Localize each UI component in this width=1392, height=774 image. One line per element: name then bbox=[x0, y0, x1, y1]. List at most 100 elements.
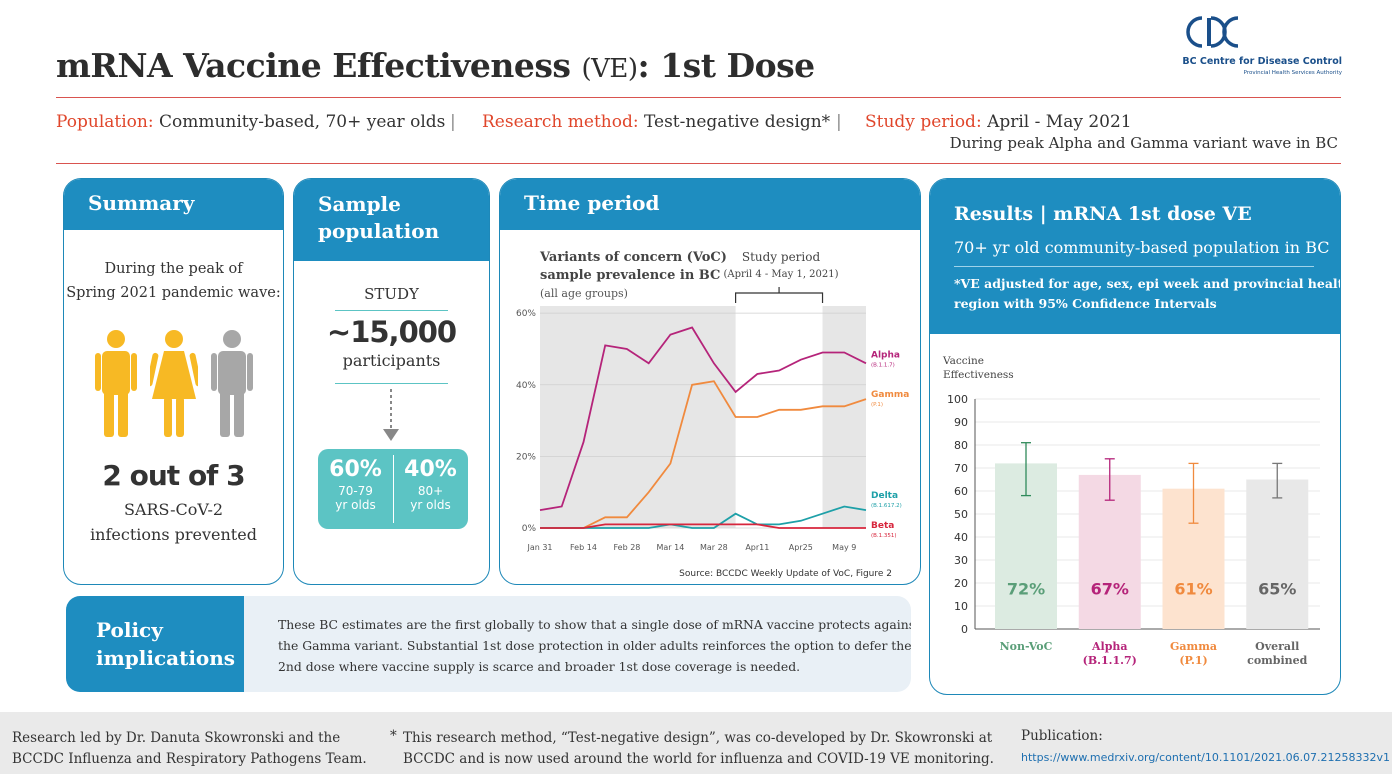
policy-text-line1: These BC estimates are the first globall… bbox=[278, 617, 911, 632]
method-value: Test-negative design* bbox=[644, 112, 831, 132]
results-card: Results | mRNA 1st dose VE 70+ yr old co… bbox=[929, 178, 1341, 695]
footer-note: This research method, “Test-negative des… bbox=[403, 728, 994, 770]
period-key: Study period: bbox=[865, 112, 982, 132]
publication-link[interactable]: https://www.medrxiv.org/content/10.1101/… bbox=[1021, 751, 1391, 764]
method-key: Research method: bbox=[482, 112, 639, 132]
meta-separator: | bbox=[450, 112, 456, 132]
y-tick-label: 10 bbox=[954, 600, 968, 613]
footer-star: * bbox=[390, 728, 397, 744]
results-heading: Results | mRNA 1st dose VE bbox=[954, 203, 1252, 225]
y-tick-label: 60% bbox=[516, 309, 536, 319]
logo-text: BC Centre for Disease Control bbox=[1182, 56, 1342, 67]
summary-big: 2 out of 3 bbox=[102, 459, 245, 492]
split-pct: 60% bbox=[329, 457, 382, 482]
sample-card: Sample population STUDY ~15,000 particip… bbox=[293, 178, 490, 585]
summary-intro-line2: Spring 2021 pandemic wave: bbox=[66, 285, 281, 301]
age-split-box: 60% 70-79 yr olds 40% 80+ yr olds bbox=[318, 449, 468, 529]
policy-heading: Policy implications bbox=[96, 616, 235, 672]
y-tick-label: 0% bbox=[522, 524, 537, 534]
policy-heading-line1: Policy bbox=[96, 618, 163, 642]
results-note-line2: region with 95% Confidence Intervals bbox=[954, 296, 1217, 311]
results-note: *VE adjusted for age, sex, epi week and … bbox=[954, 274, 1341, 314]
x-tick-label: Jan 31 bbox=[526, 543, 552, 552]
summary-line2: infections prevented bbox=[90, 525, 257, 544]
population-meta: Population: Community-based, 70+ year ol… bbox=[56, 112, 445, 132]
category-sublabel: (B.1.1.7) bbox=[1083, 654, 1137, 667]
category-label: Alpha bbox=[1091, 640, 1128, 653]
ve-bar-chart: Vaccine Effectiveness 0 10 20 30 40 50 60 70 80 9… bbox=[942, 355, 1320, 667]
footer-note-line1: This research method, “Test-negative des… bbox=[403, 730, 993, 746]
series-variant-gamma: (P.1) bbox=[871, 402, 883, 408]
plot-area: 0 10 20 30 40 50 60 70 80 90 100 72% Non-VoC 67% Alpha… bbox=[947, 393, 1320, 667]
method-meta: Research method: Test-negative design* bbox=[482, 112, 830, 132]
sample-participants: participants bbox=[342, 351, 441, 370]
split-l1: 70-79 bbox=[338, 484, 373, 498]
policy-heading-box: Policy implications bbox=[66, 596, 244, 692]
chart-title-line1: Variants of concern (VoC) bbox=[539, 250, 727, 265]
sample-heading-line1: Sample bbox=[318, 192, 401, 216]
ve-ylabel-line1: Vaccine bbox=[942, 355, 984, 367]
summary-line1: SARS-CoV-2 bbox=[123, 500, 224, 519]
series-label-gamma: Gamma bbox=[871, 390, 909, 400]
post-study-shade bbox=[822, 306, 866, 528]
page-title: mRNA Vaccine Effectiveness (VE): 1st Dos… bbox=[56, 46, 815, 85]
summary-heading: Summary bbox=[64, 179, 283, 230]
footer-lead-line2: BCCDC Influenza and Respiratory Pathogen… bbox=[12, 751, 367, 767]
x-tick-label: Feb 28 bbox=[613, 543, 640, 552]
series-line-delta bbox=[540, 505, 867, 529]
pre-study-shade bbox=[540, 306, 736, 528]
split-l2: yr olds bbox=[410, 498, 451, 512]
arrow-down-icon bbox=[383, 389, 399, 441]
summary-intro-line1: During the peak of bbox=[104, 261, 243, 277]
split-60: 60% 70-79 yr olds bbox=[318, 457, 393, 512]
policy-text-line3: 2nd dose where vaccine supply is scarce … bbox=[278, 659, 801, 674]
sample-count: ~15,000 bbox=[326, 315, 457, 349]
results-subheading: 70+ yr old community-based population in… bbox=[954, 238, 1330, 257]
y-tick-label: 50 bbox=[954, 508, 968, 521]
value-label: 65% bbox=[1258, 580, 1296, 599]
sample-heading: Sample population bbox=[294, 179, 489, 261]
x-tick-label: May 9 bbox=[832, 543, 856, 552]
period-value: April - May 2021 bbox=[987, 112, 1132, 132]
sample-study: STUDY bbox=[364, 285, 419, 303]
series-variant-alpha: (B.1.1.7) bbox=[871, 362, 895, 368]
series-variant-delta: (B.1.617.2) bbox=[871, 503, 902, 509]
period-note: During peak Alpha and Gamma variant wave… bbox=[949, 134, 1338, 152]
split-divider bbox=[393, 455, 394, 523]
policy-heading-line2: implications bbox=[96, 646, 236, 670]
study-period-annotation: Study period bbox=[742, 250, 821, 264]
chart-title-line2: sample prevalence in BC bbox=[540, 268, 720, 283]
population-value: Community-based, 70+ year olds bbox=[158, 112, 446, 132]
period-meta: Study period: April - May 2021 bbox=[865, 112, 1132, 132]
category-label: Non-VoC bbox=[1000, 640, 1053, 653]
value-label: 61% bbox=[1174, 580, 1212, 599]
footer-lead: Research led by Dr. Danuta Skowronski an… bbox=[12, 728, 367, 770]
sample-heading-line2: population bbox=[318, 219, 440, 243]
population-key: Population: bbox=[56, 112, 154, 132]
value-label: 72% bbox=[1007, 580, 1045, 599]
results-header: Results | mRNA 1st dose VE 70+ yr old co… bbox=[930, 179, 1340, 334]
x-tick-label: Mar 14 bbox=[656, 543, 684, 552]
policy-text-line2: the Gamma variant. Substantial 1st dose … bbox=[278, 638, 911, 653]
summary-outcome: SARS-CoV-2 infections prevented bbox=[64, 497, 283, 547]
title-ve: (VE) bbox=[581, 54, 638, 84]
y-tick-label: 0 bbox=[961, 623, 968, 636]
series-variant-beta: (B.1.351) bbox=[871, 533, 897, 539]
divider bbox=[954, 266, 1314, 267]
series-line-gamma bbox=[540, 380, 867, 529]
y-tick-label: 40 bbox=[954, 531, 968, 544]
y-tick-label: 80 bbox=[954, 439, 968, 452]
bar-overall bbox=[1246, 479, 1309, 629]
split-pct: 40% bbox=[404, 457, 457, 482]
woman-icon bbox=[150, 330, 198, 437]
title-main: mRNA Vaccine Effectiveness bbox=[56, 46, 571, 85]
time-card: Time period Variants of concern (VoC) sa… bbox=[499, 178, 921, 585]
voc-line-chart: Variants of concern (VoC) sample prevale… bbox=[516, 250, 909, 552]
title-rule bbox=[56, 97, 1341, 98]
x-tick-label: Mar 28 bbox=[700, 543, 728, 552]
footer-lead-line1: Research led by Dr. Danuta Skowronski an… bbox=[12, 730, 341, 746]
x-tick-label: Apr25 bbox=[789, 543, 813, 552]
footer: Research led by Dr. Danuta Skowronski an… bbox=[0, 712, 1392, 774]
man-icon bbox=[95, 330, 137, 437]
results-note-line1: *VE adjusted for age, sex, epi week and … bbox=[954, 276, 1341, 291]
